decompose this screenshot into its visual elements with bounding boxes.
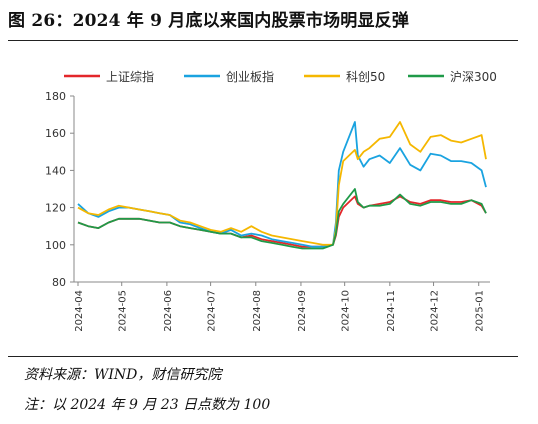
legend-label-2: 科创50 xyxy=(346,70,385,84)
x-tick-label-5: 2024-09 xyxy=(297,290,308,332)
series-line-1 xyxy=(77,121,487,248)
x-tick-label-7: 2024-11 xyxy=(386,290,397,332)
y-tick-label-3: 140 xyxy=(45,164,66,177)
series-line-3 xyxy=(77,188,487,250)
y-tick-label-4: 160 xyxy=(45,127,66,140)
baseline-note: 注：以 2024 年 9 月 23 日点数为 100 xyxy=(24,397,271,413)
series-line-2 xyxy=(77,121,487,246)
x-tick-label-3: 2024-07 xyxy=(207,290,218,332)
x-tick-label-9: 2025-01 xyxy=(475,290,486,332)
y-tick-label-1: 100 xyxy=(45,239,66,252)
x-tick-label-8: 2024-12 xyxy=(430,290,441,332)
legend-label-1: 创业板指 xyxy=(226,69,274,84)
x-tick-label-4: 2024-08 xyxy=(252,290,263,332)
x-tick-label-2: 2024-06 xyxy=(163,290,174,332)
line-chart: 上证综指 创业板指 科创50 沪深300 80 100 120 140 160 180 2024-0… xyxy=(45,69,497,332)
figure-title: 图 26：2024 年 9 月底以来国内股票市场明显反弹 xyxy=(8,11,410,31)
source-note: 资料来源：WIND，财信研究院 xyxy=(24,367,222,383)
x-tick-label-1: 2024-05 xyxy=(118,290,129,332)
legend-label-0: 上证综指 xyxy=(106,69,154,84)
chart-area: 上证综指 创业板指 科创50 沪深300 80 100 120 140 160 180 2024-0… xyxy=(8,44,518,352)
legend-label-3: 沪深300 xyxy=(450,70,497,84)
top-divider xyxy=(8,40,518,41)
y-tick-label-2: 120 xyxy=(45,202,66,215)
bottom-divider xyxy=(8,356,518,357)
y-tick-label-0: 80 xyxy=(52,276,66,289)
x-tick-label-6: 2024-10 xyxy=(341,290,352,332)
y-tick-label-5: 180 xyxy=(45,90,66,103)
x-tick-label-0: 2024-04 xyxy=(74,290,85,332)
